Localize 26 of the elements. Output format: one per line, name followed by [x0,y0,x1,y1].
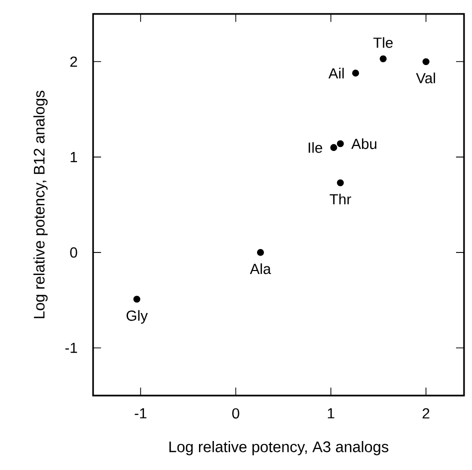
y-axis-title: Log relative potency, B12 analogs [33,90,48,318]
point [330,144,338,151]
annotation: Ail [328,68,344,78]
annotation: Ile [308,142,322,153]
point [133,296,140,303]
point [257,248,264,256]
annotation: Tle [373,37,393,48]
y-tick-label: -1 [65,342,78,353]
point [352,70,360,77]
annotation: Ala [250,263,272,274]
point [422,58,430,66]
y-tick-label: 2 [70,56,78,67]
annotation: Val [416,72,436,84]
x-tick-label: 0 [232,408,240,419]
y-tick-label: 0 [70,247,78,258]
x-tick-label: 1 [328,408,334,418]
point [336,140,344,148]
annotation: Thr [330,194,352,204]
annotation: Gly [126,310,148,324]
point [380,55,387,62]
x-tick-label: -1 [134,408,146,418]
x-axis-title: Log relative potency, A3 analogs [169,441,388,456]
annotation: Abu [351,138,376,150]
x-tick-label: 2 [422,408,430,418]
point [336,179,344,186]
y-tick-label: 1 [70,152,78,162]
